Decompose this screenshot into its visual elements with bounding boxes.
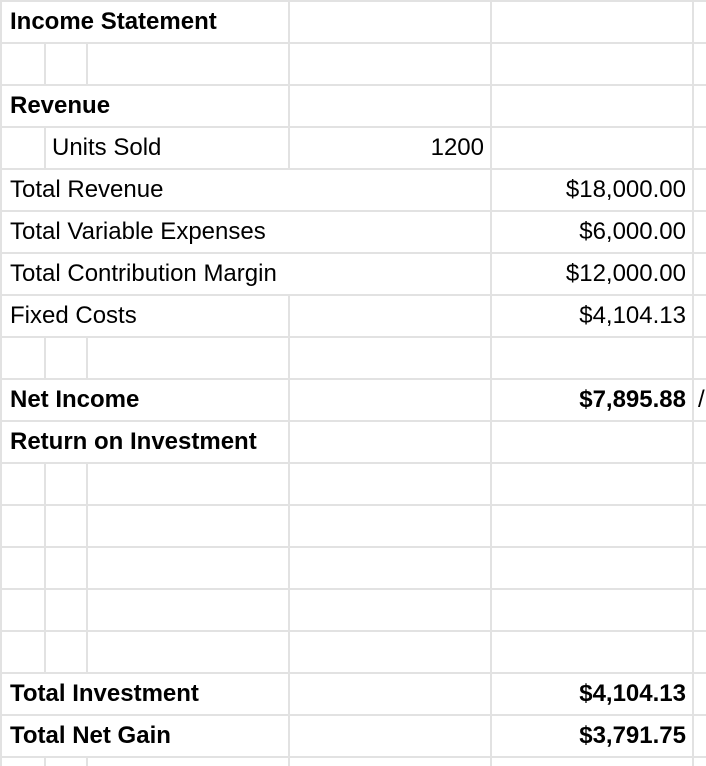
units-sold-value[interactable]: 1200 bbox=[430, 134, 484, 161]
gridline-v bbox=[490, 0, 492, 766]
net-income-overflow-text: / bbox=[698, 386, 705, 413]
gridline-h bbox=[0, 462, 706, 464]
roi-header[interactable]: Return on Investment bbox=[10, 428, 257, 455]
total-revenue-label[interactable]: Total Revenue bbox=[10, 176, 164, 203]
total-contribution-margin-value[interactable]: $12,000.00 bbox=[565, 260, 686, 287]
gridline-v bbox=[0, 0, 2, 766]
gridline-v bbox=[44, 462, 46, 672]
gridline-h bbox=[0, 0, 706, 2]
fixed-costs-value[interactable]: $4,104.13 bbox=[579, 302, 686, 329]
gridline-h bbox=[0, 504, 706, 506]
net-income-value[interactable]: $7,895.88 bbox=[579, 386, 686, 413]
gridline-h bbox=[0, 672, 706, 674]
gridline-h bbox=[0, 336, 706, 338]
gridline-v bbox=[44, 336, 46, 378]
gridline-h bbox=[0, 126, 706, 128]
gridline-h bbox=[0, 546, 706, 548]
gridline-v bbox=[86, 462, 88, 672]
gridline-h bbox=[0, 42, 706, 44]
total-variable-expenses-value[interactable]: $6,000.00 bbox=[579, 218, 686, 245]
total-investment-label[interactable]: Total Investment bbox=[10, 680, 199, 707]
total-investment-value[interactable]: $4,104.13 bbox=[579, 680, 686, 707]
net-income-label[interactable]: Net Income bbox=[10, 386, 140, 413]
gridline-h bbox=[0, 420, 706, 422]
total-revenue-value[interactable]: $18,000.00 bbox=[565, 176, 686, 203]
total-net-gain-label[interactable]: Total Net Gain bbox=[10, 722, 171, 749]
sheet-title[interactable]: Income Statement bbox=[10, 8, 217, 35]
gridline-v bbox=[44, 42, 46, 84]
gridline-v bbox=[86, 336, 88, 378]
gridline-h bbox=[0, 252, 706, 254]
gridline-h bbox=[0, 630, 706, 632]
gridline-h bbox=[0, 210, 706, 212]
gridline-v bbox=[288, 462, 290, 766]
gridline-v bbox=[692, 0, 694, 766]
gridline-h bbox=[0, 588, 706, 590]
total-variable-expenses-label[interactable]: Total Variable Expenses bbox=[10, 218, 266, 245]
gridline-v bbox=[44, 756, 46, 766]
gridline-v bbox=[86, 756, 88, 766]
revenue-header[interactable]: Revenue bbox=[10, 92, 111, 119]
gridline-v bbox=[288, 126, 290, 168]
gridline-h bbox=[0, 168, 706, 170]
gridline-v bbox=[288, 294, 290, 462]
gridline-v bbox=[44, 126, 46, 168]
gridline-h bbox=[0, 756, 706, 758]
total-contribution-margin-label[interactable]: Total Contribution Margin bbox=[10, 260, 277, 287]
gridline-v bbox=[288, 0, 290, 126]
gridline-h bbox=[0, 84, 706, 86]
units-sold-label[interactable]: Units Sold bbox=[52, 134, 162, 161]
gridline-h bbox=[0, 294, 706, 296]
total-net-gain-value[interactable]: $3,791.75 bbox=[579, 722, 686, 749]
gridline-v bbox=[86, 42, 88, 84]
gridline-h bbox=[0, 378, 706, 380]
gridline-h bbox=[0, 714, 706, 716]
fixed-costs-label[interactable]: Fixed Costs bbox=[10, 302, 137, 329]
